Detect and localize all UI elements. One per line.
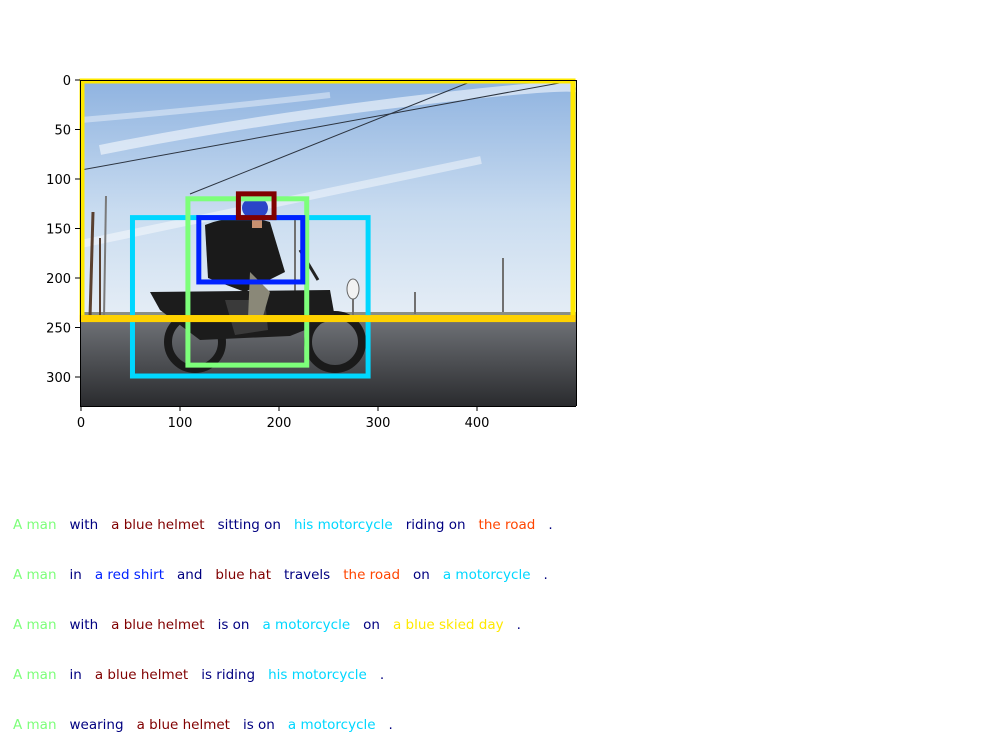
caption-phrase: and — [177, 567, 203, 583]
motorcycle-rider — [150, 197, 366, 373]
caption-phrase: a motorcycle — [287, 717, 376, 733]
caption-phrase: riding on — [405, 517, 466, 533]
caption-phrase: a red shirt — [94, 567, 164, 583]
x-axis-ticks: 0 100 200 300 400 — [77, 406, 490, 431]
caption-phrase: . — [388, 717, 393, 733]
caption-phrase: . — [516, 617, 521, 633]
x-tick-label: 100 — [168, 416, 193, 431]
caption-line: A man with a blue helmet sitting on his moto… — [13, 517, 566, 539]
x-tick-label: 200 — [267, 416, 292, 431]
caption-phrase: is riding — [201, 667, 256, 683]
y-tick-label: 150 — [46, 223, 71, 238]
caption-phrase: on — [413, 567, 430, 583]
caption-phrase: A man — [13, 567, 57, 583]
caption-phrase: . — [548, 517, 553, 533]
caption-phrase: wearing — [69, 717, 124, 733]
caption-line: A man in a red shirt and blue hat travels the … — [13, 567, 561, 589]
annotated-photo-figure: 0 100 200 300 400 0 50 100 150 200 250 300 — [46, 74, 577, 431]
bounding-box — [185, 196, 310, 368]
caption-phrase: with — [69, 517, 99, 533]
caption-phrase: travels — [284, 567, 331, 583]
y-tick-label: 300 — [46, 371, 71, 386]
caption-phrase: his motorcycle — [293, 517, 393, 533]
caption-phrase: in — [69, 567, 82, 583]
caption-phrase: on — [363, 617, 380, 633]
photo — [81, 80, 576, 406]
bounding-box — [79, 315, 576, 323]
caption-phrase: a blue helmet — [111, 617, 205, 633]
y-tick-label: 50 — [54, 124, 71, 139]
x-tick-label: 300 — [366, 416, 391, 431]
caption-phrase: a blue helmet — [136, 717, 230, 733]
caption-phrase: A man — [13, 517, 57, 533]
caption-phrase: the road — [343, 567, 401, 583]
caption-phrase: a motorcycle — [442, 567, 531, 583]
caption-phrase: is on — [217, 617, 250, 633]
caption-line: A man with a blue helmet is on a motorcycle o… — [13, 617, 534, 639]
caption-phrase: . — [543, 567, 548, 583]
caption-line: A man in a blue helmet is riding his motorcy… — [13, 667, 397, 689]
caption-line: A man wearing a blue helmet is on a motorcyc… — [13, 717, 406, 739]
caption-phrase: . — [379, 667, 385, 683]
caption-phrase: the road — [478, 517, 536, 533]
y-tick-label: 100 — [46, 173, 71, 188]
caption-phrase: is on — [242, 717, 275, 733]
caption-phrase: with — [69, 617, 99, 633]
y-tick-label: 250 — [46, 322, 71, 337]
caption-phrase: his motorcycle — [268, 667, 367, 683]
y-tick-label: 200 — [46, 272, 71, 287]
caption-phrase: a blue skied day — [392, 617, 504, 633]
caption-phrase: a motorcycle — [262, 617, 351, 633]
x-tick-label: 0 — [77, 416, 85, 431]
bounding-box — [235, 191, 277, 221]
y-axis-ticks: 0 50 100 150 200 250 300 — [46, 74, 80, 386]
caption-phrase: sitting on — [217, 517, 281, 533]
x-tick-label: 400 — [465, 416, 490, 431]
caption-phrase: A man — [13, 617, 57, 633]
caption-phrase: A man — [13, 667, 57, 683]
y-tick-label: 0 — [63, 74, 71, 89]
caption-phrase: A man — [13, 717, 57, 733]
caption-phrase: blue hat — [215, 567, 272, 583]
caption-phrase: a blue helmet — [94, 667, 189, 683]
caption-phrase: a blue helmet — [111, 517, 205, 533]
caption-phrase: in — [69, 667, 82, 683]
image-axes: 0 100 200 300 400 0 50 100 150 200 250 300 — [46, 74, 577, 431]
